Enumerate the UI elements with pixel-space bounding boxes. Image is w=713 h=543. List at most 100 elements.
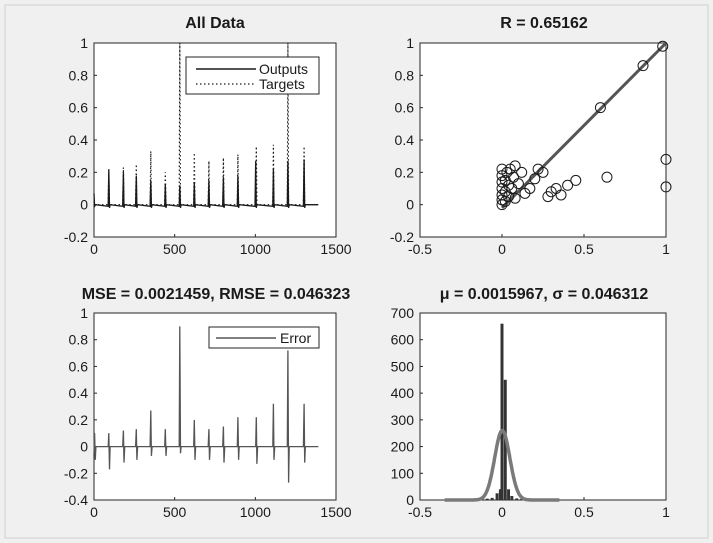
scatter-point xyxy=(516,166,528,178)
panel-error: MSE = 0.0021459, RMSE = 0.046323 0 500 100… xyxy=(64,286,352,520)
scatter-point xyxy=(537,166,549,178)
scatter-point xyxy=(637,60,649,72)
y-tick-label: 1 xyxy=(406,35,414,51)
scatter-point xyxy=(509,192,521,204)
y-tick-label: 600 xyxy=(391,332,415,348)
x-tick-label: 0.5 xyxy=(574,504,594,520)
scatter-point xyxy=(509,160,521,172)
x-tick-label: 1000 xyxy=(240,504,271,520)
fit-line xyxy=(500,41,668,209)
panel-2-marks xyxy=(496,40,672,211)
x-tick-label: 1 xyxy=(662,241,670,257)
panel-3-marks xyxy=(93,326,319,483)
y-tick-label: 0.2 xyxy=(69,164,89,180)
scatter-point xyxy=(496,189,508,201)
scatter-point xyxy=(660,153,672,165)
y-tick-label: 0 xyxy=(80,197,88,213)
histogram-bar xyxy=(510,495,514,500)
y-tick-label: -0.4 xyxy=(64,492,88,508)
panel-1-marks xyxy=(93,42,319,209)
histogram-bar xyxy=(490,497,494,500)
x-tick-label: -0.5 xyxy=(408,241,432,257)
y-tick-label: 300 xyxy=(391,412,415,428)
x-tick-label: 500 xyxy=(163,504,187,520)
panel-1-title: All Data xyxy=(185,15,245,32)
y-tick-label: -0.2 xyxy=(64,229,88,245)
y-tick-label: 1 xyxy=(80,35,88,51)
x-tick-label: 0.5 xyxy=(574,241,594,257)
x-tick-label: 1500 xyxy=(320,504,351,520)
y-tick-label: 0 xyxy=(80,439,88,455)
x-tick-label: 0 xyxy=(498,241,506,257)
panel-2-tick-labels: -0.5 0 0.5 1 -0.2 0 0.2 0.4 0.6 0.8 1 xyxy=(390,35,670,257)
series-targets-line xyxy=(94,42,319,206)
histogram-bar xyxy=(507,489,511,500)
y-tick-label: 1 xyxy=(80,305,88,321)
scatter-point xyxy=(562,179,574,191)
y-tick-label: 700 xyxy=(391,305,415,321)
y-tick-label: 0.4 xyxy=(395,132,415,148)
x-tick-label: 0 xyxy=(90,504,98,520)
histogram-bar xyxy=(500,323,504,500)
panel-3-tick-labels: 0 500 1000 1500 -0.4 -0.2 0 0.2 0.4 0.6 0.8 1 xyxy=(64,305,352,520)
scatter-point xyxy=(601,171,613,183)
panel-3-title: MSE = 0.0021459, RMSE = 0.046323 xyxy=(82,286,351,303)
panel-1-legend: Outputs Targets xyxy=(185,56,320,95)
y-tick-label: 0.4 xyxy=(69,132,89,148)
series-outputs-line xyxy=(93,159,319,209)
y-tick-label: 200 xyxy=(391,439,415,455)
legend-error-label: Error xyxy=(280,330,311,346)
histogram-bar xyxy=(485,498,489,500)
gaussian-fit-curve xyxy=(444,428,560,502)
histogram-bar xyxy=(515,498,519,500)
panel-all-data: All Data 0 500 1000 1500-0.200.20.40.60.81 … xyxy=(64,15,352,257)
panel-4-axes xyxy=(419,312,667,501)
panel-4-title: μ = 0.0015967, σ = 0.046312 xyxy=(440,286,649,303)
y-tick-label: -0.2 xyxy=(64,465,88,481)
x-tick-label: 500 xyxy=(163,241,187,257)
panel-2-axes xyxy=(419,42,667,238)
x-tick-label: 0 xyxy=(498,504,506,520)
legend-targets-label: Targets xyxy=(259,76,305,92)
x-tick-label: 0 xyxy=(90,241,98,257)
panel-4-marks xyxy=(444,323,560,502)
scatter-point xyxy=(512,178,524,190)
x-tick-label: -0.5 xyxy=(408,504,432,520)
histogram-bar xyxy=(498,489,502,500)
y-tick-label: 0.8 xyxy=(69,332,89,348)
y-tick-label: 0.6 xyxy=(395,100,415,116)
y-tick-label: 0.2 xyxy=(69,412,89,428)
x-tick-label: 1000 xyxy=(240,241,271,257)
y-tick-label: 500 xyxy=(391,358,415,374)
y-tick-label: 100 xyxy=(391,465,415,481)
scatter-point xyxy=(529,173,541,185)
scatter-point xyxy=(555,189,567,201)
series-error-line xyxy=(93,326,319,483)
y-tick-label: 0.8 xyxy=(69,67,89,83)
y-tick-label: 0 xyxy=(406,197,414,213)
y-tick-label: -0.2 xyxy=(390,229,414,245)
scatter-point xyxy=(657,40,669,52)
scatter-point xyxy=(594,102,606,114)
y-tick-label: 400 xyxy=(391,385,415,401)
panel-1-tick-labels: 0 500 1000 1500-0.200.20.40.60.81 xyxy=(64,35,352,257)
y-tick-label: 0.6 xyxy=(69,100,89,116)
y-tick-label: 0 xyxy=(406,492,414,508)
y-tick-label: 0.2 xyxy=(395,164,415,180)
histogram-bar xyxy=(495,493,499,500)
y-tick-label: 0.8 xyxy=(395,67,415,83)
x-tick-label: 1500 xyxy=(320,241,351,257)
scatter-point xyxy=(570,174,582,186)
scatter-point xyxy=(660,181,672,193)
legend-outputs-label: Outputs xyxy=(259,61,308,77)
panel-regression: R = 0.65162 -0.5 0 0.5 1 -0.2 0 0.2 0.4 0.6 0.8 1 xyxy=(390,15,672,257)
y-tick-label: 0.6 xyxy=(69,358,89,374)
y-tick-label: 0.4 xyxy=(69,385,89,401)
panel-2-title: R = 0.65162 xyxy=(500,15,588,32)
panel-3-legend: Error xyxy=(208,326,320,349)
legend-box xyxy=(185,56,320,95)
panel-histogram: μ = 0.0015967, σ = 0.046312 -0.5 0 0.5 1010… xyxy=(391,286,670,520)
scatter-point xyxy=(524,183,536,194)
